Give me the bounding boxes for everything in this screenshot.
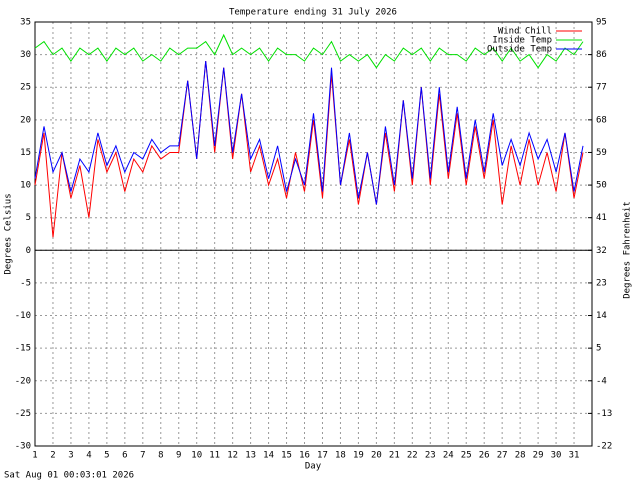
x-tick-label: 4 xyxy=(86,451,91,461)
x-tick-label: 8 xyxy=(158,451,163,461)
x-tick-label: 3 xyxy=(68,451,73,461)
footer: Sat Aug 01 00:03:01 2026 xyxy=(4,471,134,480)
y2-tick-label: 86 xyxy=(596,50,607,60)
chart-title: Temperature ending 31 July 2026 xyxy=(229,8,397,18)
x-tick-label: 21 xyxy=(389,451,400,461)
x-tick-label: 25 xyxy=(461,451,472,461)
x-tick-label: 9 xyxy=(176,451,181,461)
y2-tick-label: 32 xyxy=(596,246,607,256)
y-tick-label: 0 xyxy=(26,246,31,256)
y2-axis-label: Degrees Fahrenheit xyxy=(623,201,633,299)
y2-tick-label: 5 xyxy=(596,344,601,354)
y2-tick-label: -22 xyxy=(596,442,612,452)
x-tick-label: 26 xyxy=(479,451,490,461)
y-tick-label: 35 xyxy=(20,18,31,28)
x-tick-label: 15 xyxy=(281,451,292,461)
x-tick-label: 10 xyxy=(191,451,202,461)
x-tick-label: 14 xyxy=(263,451,274,461)
y-tick-label: 10 xyxy=(20,181,31,191)
y2-tick-label: 68 xyxy=(596,115,607,125)
x-tick-label: 30 xyxy=(551,451,562,461)
x-tick-label: 11 xyxy=(209,451,220,461)
legend-label: Wind Chill xyxy=(498,27,552,37)
y-tick-label: -10 xyxy=(15,311,31,321)
y-tick-label: 15 xyxy=(20,148,31,158)
x-tick-label: 28 xyxy=(515,451,526,461)
y-tick-label: 25 xyxy=(20,83,31,93)
y2-tick-label: 95 xyxy=(596,18,607,28)
x-tick-label: 18 xyxy=(335,451,346,461)
y-tick-label: -5 xyxy=(20,278,31,288)
y2-tick-label: -4 xyxy=(596,376,607,386)
y-tick-label: -15 xyxy=(15,344,31,354)
x-tick-label: 17 xyxy=(317,451,328,461)
legend-label: Inside Temp xyxy=(492,36,552,46)
x-tick-label: 7 xyxy=(140,451,145,461)
y-tick-label: -30 xyxy=(15,442,31,452)
x-axis-label: Day xyxy=(305,462,322,472)
x-tick-label: 27 xyxy=(497,451,508,461)
y2-tick-label: 59 xyxy=(596,148,607,158)
x-tick-label: 12 xyxy=(227,451,238,461)
y2-tick-label: -13 xyxy=(596,409,612,419)
x-tick-label: 19 xyxy=(353,451,364,461)
series-line xyxy=(34,61,584,205)
x-tick-label: 23 xyxy=(425,451,436,461)
y2-tick-label: 41 xyxy=(596,213,607,223)
y-tick-label: -20 xyxy=(15,376,31,386)
x-tick-label: 16 xyxy=(299,451,310,461)
series-line xyxy=(34,33,584,69)
plot-frame xyxy=(34,21,593,447)
y-tick-label: 20 xyxy=(20,115,31,125)
x-tick-label: 20 xyxy=(371,451,382,461)
y-axis-label: Degrees Celsius xyxy=(4,193,14,274)
x-tick-label: 22 xyxy=(407,451,418,461)
legend-label: Outside Temp xyxy=(487,45,552,55)
x-tick-label: 1 xyxy=(32,451,37,461)
series-line xyxy=(34,61,584,238)
x-tick-label: 6 xyxy=(122,451,127,461)
y2-tick-label: 23 xyxy=(596,278,607,288)
y2-tick-label: 14 xyxy=(596,311,607,321)
x-tick-label: 2 xyxy=(50,451,55,461)
x-tick-label: 24 xyxy=(443,451,454,461)
y2-tick-label: 77 xyxy=(596,83,607,93)
x-tick-label: 5 xyxy=(104,451,109,461)
x-tick-label: 29 xyxy=(533,451,544,461)
y-tick-label: 30 xyxy=(20,50,31,60)
y-tick-label: -25 xyxy=(15,409,31,419)
y2-tick-label: 50 xyxy=(596,181,607,191)
x-tick-label: 13 xyxy=(245,451,256,461)
y-tick-label: 5 xyxy=(26,213,31,223)
x-tick-label: 31 xyxy=(569,451,580,461)
